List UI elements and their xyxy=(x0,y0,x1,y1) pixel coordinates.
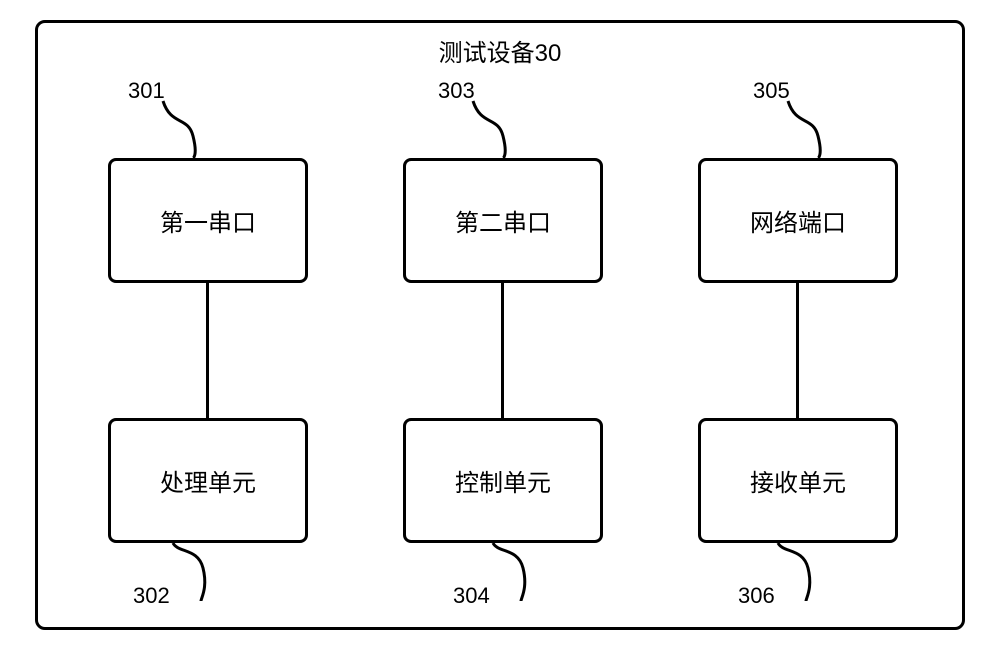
lead-line-top-1 xyxy=(163,101,203,161)
box-label: 处理单元 xyxy=(160,463,256,498)
box-label: 控制单元 xyxy=(455,463,551,498)
box-label: 接收单元 xyxy=(750,463,846,498)
lead-line-top-2 xyxy=(473,101,513,161)
lead-line-bottom-2 xyxy=(493,543,533,603)
box-second-serial: 第二串口 xyxy=(403,158,603,283)
box-label: 第一串口 xyxy=(160,203,256,238)
ref-label-304: 304 xyxy=(453,583,490,609)
lead-line-bottom-3 xyxy=(778,543,818,603)
ref-label-301: 301 xyxy=(128,78,165,104)
box-network-port: 网络端口 xyxy=(698,158,898,283)
connector-2 xyxy=(501,283,504,418)
box-processing-unit: 处理单元 xyxy=(108,418,308,543)
lead-line-bottom-1 xyxy=(173,543,213,603)
box-receive-unit: 接收单元 xyxy=(698,418,898,543)
ref-label-302: 302 xyxy=(133,583,170,609)
lead-line-top-3 xyxy=(788,101,828,161)
device-frame: 测试设备30 301 第一串口 处理单元 302 303 第二串口 控制单元 xyxy=(35,20,965,630)
connector-3 xyxy=(796,283,799,418)
ref-label-305: 305 xyxy=(753,78,790,104)
ref-label-306: 306 xyxy=(738,583,775,609)
box-first-serial: 第一串口 xyxy=(108,158,308,283)
ref-label-303: 303 xyxy=(438,78,475,104)
connector-1 xyxy=(206,283,209,418)
box-label: 第二串口 xyxy=(455,203,551,238)
box-label: 网络端口 xyxy=(750,203,846,238)
diagram-title: 测试设备30 xyxy=(38,33,962,68)
box-control-unit: 控制单元 xyxy=(403,418,603,543)
